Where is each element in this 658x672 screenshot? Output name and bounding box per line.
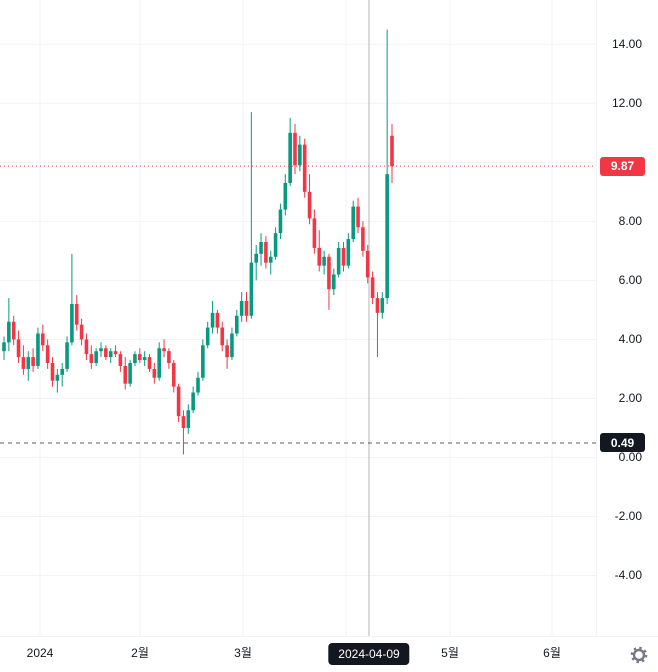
price-tick-label: 12.00 [611, 96, 642, 111]
price-tick-label: 6.00 [618, 273, 642, 288]
time-axis-settings-button[interactable] [626, 642, 652, 668]
crosshair-date-badge: 2024-04-09 [328, 643, 410, 665]
level-price-badge: 0.49 [600, 433, 645, 453]
time-tick-label: 2월 [131, 646, 149, 660]
candlestick-canvas [0, 0, 596, 636]
price-tick-label: 2.00 [618, 391, 642, 406]
price-tick-label: 14.00 [611, 37, 642, 52]
price-tick-label: 8.00 [618, 214, 642, 229]
time-tick-label: 6월 [543, 646, 561, 660]
price-axis[interactable]: -4.00-2.000.002.004.006.008.0010.0012.00… [596, 0, 658, 636]
time-axis[interactable]: 6월 5월 3월 2월 2024 2024-04-09 [0, 636, 658, 672]
gear-icon [630, 646, 648, 663]
price-tick-label: 0.00 [618, 450, 642, 465]
time-tick-label: 3월 [234, 646, 252, 660]
time-tick-label: 2024 [26, 646, 54, 660]
price-tick-label: -4.00 [614, 568, 642, 583]
price-tick-label: -2.00 [614, 509, 642, 524]
price-tick-label: 4.00 [618, 332, 642, 347]
time-tick-label: 5월 [441, 646, 459, 660]
price-chart-pane[interactable] [0, 0, 596, 636]
last-price-badge: 9.87 [600, 156, 645, 176]
